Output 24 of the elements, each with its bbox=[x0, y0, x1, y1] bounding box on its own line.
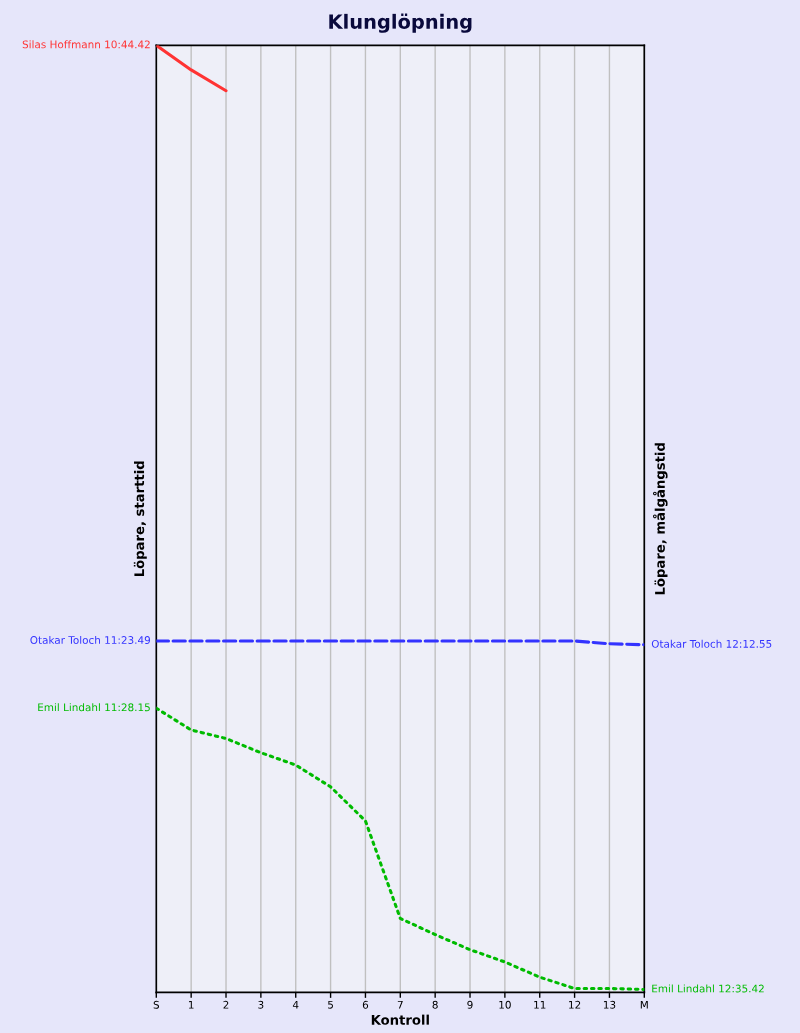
x-tick-label: 6 bbox=[362, 1000, 369, 1009]
y-axis-title: Löpare, starttid bbox=[133, 461, 147, 577]
annotation: Emil Lindahl 12:35.42 bbox=[652, 984, 764, 993]
x-tick-label: 7 bbox=[397, 1000, 403, 1009]
x-tick-label: S bbox=[153, 1000, 160, 1009]
x-tick-label: 12 bbox=[569, 1000, 581, 1009]
annotation: Otakar Toloch 12:12.55 bbox=[651, 639, 772, 648]
x-tick-label: 9 bbox=[467, 1000, 473, 1009]
x-axis-title: Kontroll bbox=[371, 1014, 429, 1025]
series-label: Otakar Toloch 11:23.49 bbox=[30, 635, 151, 644]
y2-axis-title: Löpare, målgångstid bbox=[653, 443, 668, 595]
x-tick-label: 11 bbox=[534, 1000, 546, 1009]
x-tick-label: M bbox=[640, 1000, 648, 1009]
x-tick-label: 3 bbox=[258, 1000, 264, 1009]
x-tick-label: 2 bbox=[223, 1000, 229, 1009]
x-tick-label: 10 bbox=[499, 1000, 511, 1009]
series-label: Silas Hoffmann 10:44.42 bbox=[22, 40, 150, 49]
chart-title: Klunglöpning bbox=[329, 13, 472, 33]
series-label: Emil Lindahl 11:28.15 bbox=[38, 703, 150, 712]
x-tick-label: 4 bbox=[292, 1000, 299, 1009]
x-tick-label: 13 bbox=[603, 1000, 616, 1009]
x-tick-label: 5 bbox=[328, 1000, 333, 1009]
x-tick-label: 8 bbox=[432, 1000, 438, 1009]
x-tick-label: 1 bbox=[188, 1000, 194, 1009]
